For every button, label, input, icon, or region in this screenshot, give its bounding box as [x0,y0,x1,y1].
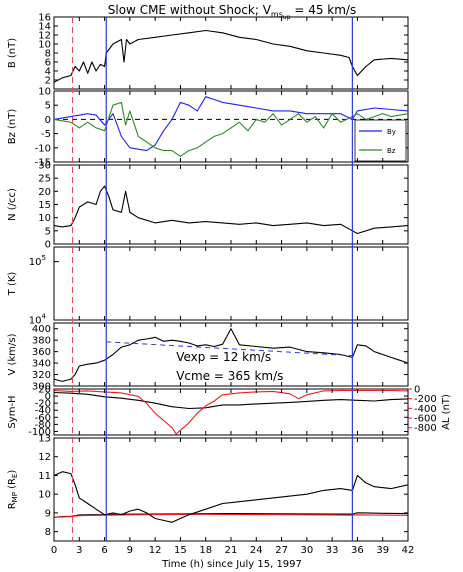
y-tick-label: 0 [45,115,51,126]
y-tick-label: -60 [35,413,51,424]
x-tick-label: 9 [127,545,133,556]
series-line-RMP-0 [53,471,409,523]
x-tick-label: 3 [76,545,82,556]
panel-frame [53,16,409,90]
x-tick-label: 27 [275,545,288,556]
y-tick-label: 10 [38,490,51,501]
panel-Bz: 10 5 0 -5 -10 -15 Bz (nT) By Bz [7,87,409,169]
y-tick-label: 2 [45,76,51,87]
x-tick-label: 21 [225,545,238,556]
annotation-text: Vexp = 12 km/s [176,350,271,364]
y-tick-label: 104 [29,313,47,327]
panel-frame [53,388,409,436]
series-line-B-0 [53,29,409,83]
panel-N: 30 25 20 15 10 5 0 N (/cc) [7,161,409,251]
panel-SymAL: 200-20-40-60-80-100Sym-H0-200-400-600-80… [7,385,452,438]
panel-frame [53,437,409,542]
chart-title: Slow CME without Shock; Vmsup = 45 km/s [108,3,356,21]
y-tick-label: 20 [38,187,51,198]
y-right-tick-label: -600 [414,414,437,425]
y-tick-label: 5 [45,101,51,112]
series-line-Bz-1 [53,101,409,157]
y-right-tick-label: 0 [414,385,420,396]
series-line-N-0 [53,185,409,235]
y-tick-label: 15 [38,200,51,211]
y-tick-label: 9 [45,508,51,519]
y-tick-label: -20 [35,399,51,410]
y-tick-label: 13 [38,434,51,445]
series-line-SymAL-1 [53,389,409,435]
y-tick-label: 25 [38,174,51,185]
x-tick-label: 18 [199,545,212,556]
y-axis-label: RMP (RE) [7,470,19,510]
legend-box [354,119,407,162]
y-tick-label: 12 [38,452,51,463]
y-tick-label: 380 [32,336,51,347]
y-right-axis-label: AL (nT) [441,394,452,430]
legend-label-By: By [387,128,396,136]
x-tick-label: 0 [51,545,57,556]
y-tick-label: 300 [32,382,51,393]
y-tick-label: -10 [35,143,51,154]
y-tick-label: -15 [35,158,51,169]
y-tick-label: 0 [45,392,51,403]
series-line-T-1 [53,513,409,518]
y-tick-label: 16 [38,13,51,24]
y-tick-label: 6 [45,58,51,69]
x-tick-label: 30 [300,545,313,556]
x-axis-label: Time (h) since July 15, 1997 [161,559,302,570]
y-tick-label: 10 [38,40,51,51]
annotation-text: Vcme = 365 km/s [176,369,283,383]
y-right-tick-label: -800 [414,423,437,434]
y-tick-label: 10 [38,87,51,98]
y-tick-label: 360 [32,347,51,358]
y-tick-label: 340 [32,359,51,370]
y-tick-label: 400 [32,324,51,335]
y-tick-label: 20 [38,385,51,396]
y-tick-label: 10 [38,213,51,224]
y-tick-label: 5 [45,226,51,237]
x-tick-label: 36 [351,545,364,556]
legend-label-Bz: Bz [387,147,396,155]
y-axis-label: V (km/s) [7,333,18,375]
y-tick-label: 105 [29,254,46,268]
x-tick-label: 6 [101,545,107,556]
y-tick-label: 8 [45,527,51,538]
y-axis-label: Sym-H [7,395,18,428]
y-tick-label: 8 [45,49,51,60]
panel-frame [53,246,409,321]
y-tick-label: 14 [38,22,51,33]
y-axis-label: Bz (nT) [7,109,18,145]
x-tick-label: 42 [402,545,415,556]
x-tick-label: 15 [174,545,187,556]
x-tick-label: 12 [149,545,162,556]
y-tick-label: 11 [38,471,51,482]
series-line-V-0 [53,328,409,382]
y-tick-label: -40 [35,406,51,417]
x-tick-label: 33 [326,545,339,556]
y-tick-label: 320 [32,370,51,381]
x-tick-label: 24 [250,545,263,556]
series-line-Bz-0 [53,96,409,152]
y-tick-label: -100 [28,427,51,438]
y-axis-label: B (nT) [7,38,18,68]
y-axis-label: T (K) [7,272,18,297]
y-tick-label: 0 [45,240,51,251]
x-tick-label: 39 [376,545,389,556]
y-tick-label: 4 [45,67,51,78]
series-line-SymAL-0 [53,391,409,410]
y-right-tick-label: -200 [414,394,437,405]
y-tick-label: -80 [35,420,51,431]
panel-RMP: 13 12 11 10 9 8 RMP (RE) [7,434,409,542]
y-right-tick-label: -400 [414,404,437,415]
y-tick-label: 12 [38,31,51,42]
y-axis-label: N (/cc) [7,188,18,221]
y-tick-label: 30 [38,161,51,172]
y-tick-label: -5 [41,129,51,140]
